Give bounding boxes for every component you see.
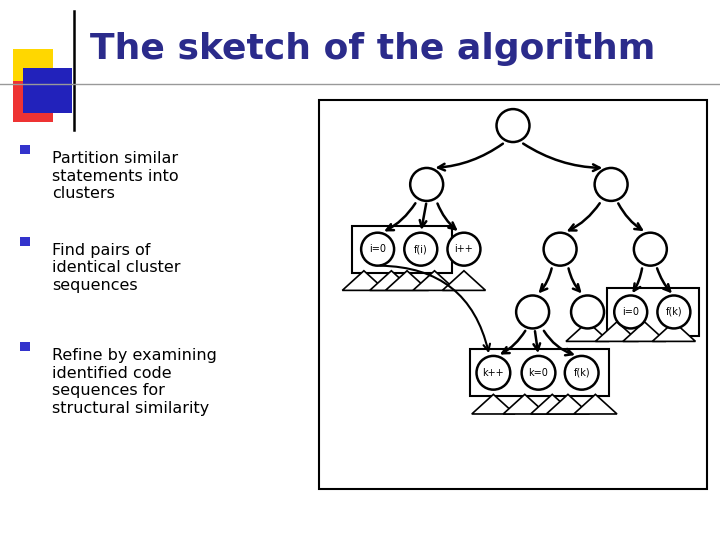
Bar bbox=[20, 342, 30, 351]
Polygon shape bbox=[623, 322, 666, 341]
Bar bbox=[20, 237, 30, 246]
Polygon shape bbox=[370, 271, 413, 291]
Circle shape bbox=[595, 168, 628, 201]
Circle shape bbox=[657, 295, 690, 328]
Circle shape bbox=[516, 295, 549, 328]
FancyBboxPatch shape bbox=[470, 349, 609, 396]
Bar bbox=[20, 145, 30, 154]
FancyBboxPatch shape bbox=[352, 226, 452, 273]
Circle shape bbox=[361, 233, 394, 266]
Polygon shape bbox=[574, 394, 617, 414]
Text: The sketch of the algorithm: The sketch of the algorithm bbox=[90, 32, 655, 65]
Text: k++: k++ bbox=[482, 368, 504, 378]
Polygon shape bbox=[595, 322, 639, 341]
Circle shape bbox=[521, 356, 555, 390]
Text: i=0: i=0 bbox=[622, 307, 639, 317]
Circle shape bbox=[497, 109, 529, 142]
Polygon shape bbox=[472, 394, 515, 414]
Text: Find pairs of
identical cluster
sequences: Find pairs of identical cluster sequence… bbox=[52, 243, 180, 293]
Text: f(i): f(i) bbox=[414, 244, 428, 254]
Polygon shape bbox=[566, 322, 609, 341]
Circle shape bbox=[614, 295, 647, 328]
Text: Partition similar
statements into
clusters: Partition similar statements into cluste… bbox=[52, 151, 179, 201]
Polygon shape bbox=[531, 394, 574, 414]
Polygon shape bbox=[652, 322, 696, 341]
Text: i++: i++ bbox=[454, 244, 473, 254]
Polygon shape bbox=[413, 271, 456, 291]
Circle shape bbox=[564, 356, 598, 390]
Bar bbox=[23, 68, 72, 113]
Circle shape bbox=[544, 233, 577, 266]
Circle shape bbox=[477, 356, 510, 390]
Circle shape bbox=[634, 233, 667, 266]
Bar bbox=[13, 81, 53, 122]
FancyBboxPatch shape bbox=[607, 288, 699, 335]
Polygon shape bbox=[442, 271, 485, 291]
Text: Refine by examining
identified code
sequences for
structural similarity: Refine by examining identified code sequ… bbox=[52, 348, 217, 415]
Text: f(k): f(k) bbox=[665, 307, 682, 317]
Polygon shape bbox=[503, 394, 546, 414]
Polygon shape bbox=[546, 394, 590, 414]
Text: k=0: k=0 bbox=[528, 368, 549, 378]
Bar bbox=[13, 49, 53, 84]
Circle shape bbox=[447, 233, 480, 266]
Text: i=0: i=0 bbox=[369, 244, 386, 254]
Circle shape bbox=[410, 168, 443, 201]
Polygon shape bbox=[342, 271, 385, 291]
Polygon shape bbox=[385, 271, 428, 291]
Circle shape bbox=[571, 295, 604, 328]
Text: f(k): f(k) bbox=[573, 368, 590, 378]
Circle shape bbox=[405, 233, 437, 266]
